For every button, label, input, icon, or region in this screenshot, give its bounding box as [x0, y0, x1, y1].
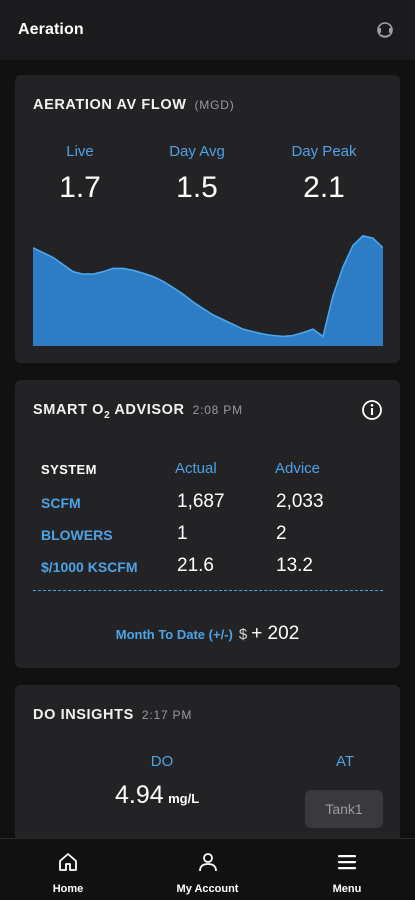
- stat-daypeak-value: 2.1: [303, 171, 345, 204]
- nav-home[interactable]: Home: [18, 839, 118, 900]
- row-scfm-label: SCFM: [41, 495, 81, 511]
- dashed-divider: [33, 590, 383, 591]
- do-reading: 4.94 mg/L: [115, 781, 199, 810]
- row-blowers-actual: 1: [177, 523, 188, 544]
- bottom-nav: Home My Account Menu: [0, 838, 415, 900]
- row-blowers-advice: 2: [276, 523, 287, 544]
- do-card-title: DO INSIGHTS 2:17 PM: [33, 707, 192, 723]
- row-scfm-advice: 2,033: [276, 491, 324, 512]
- month-to-date: Month To Date (+/-) $ + 202: [15, 623, 400, 645]
- nav-my-account[interactable]: My Account: [158, 839, 258, 900]
- stat-dayavg-value: 1.5: [176, 171, 218, 204]
- do-insights-card: DO INSIGHTS 2:17 PM DO AT 4.94 mg/L Tank1: [15, 685, 400, 838]
- hamburger-menu-icon: [336, 851, 358, 878]
- do-title-text: DO INSIGHTS: [33, 707, 134, 723]
- nav-home-label: Home: [52, 883, 84, 895]
- mtd-currency: $: [238, 626, 248, 643]
- flow-unit: (MGD): [194, 98, 235, 112]
- mtd-label: Month To Date (+/-): [115, 627, 233, 642]
- do-time: 2:17 PM: [141, 708, 193, 722]
- table-header-advice: Advice: [275, 460, 321, 477]
- row-blowers-label: BLOWERS: [41, 527, 113, 543]
- flow-card-title: AERATION AV FLOW (MGD): [33, 97, 235, 113]
- stat-daypeak-label: Day Peak: [291, 143, 357, 160]
- do-value: 4.94: [115, 781, 164, 809]
- nav-menu-label: Menu: [332, 883, 362, 895]
- mtd-value: + 202: [251, 623, 300, 644]
- advisor-title-prefix: SMART O: [33, 402, 105, 418]
- table-header-system: SYSTEM: [41, 462, 97, 477]
- table-header-actual: Actual: [175, 460, 217, 477]
- advisor-time: 2:08 PM: [192, 403, 243, 417]
- nav-account-label: My Account: [176, 883, 239, 895]
- flow-area-fill: [33, 235, 383, 346]
- stat-live-value: 1.7: [59, 171, 101, 204]
- advisor-title-suffix: ADVISOR: [110, 402, 185, 418]
- advisor-card-title: SMART O2 ADVISOR 2:08 PM: [33, 402, 243, 421]
- info-icon[interactable]: [361, 399, 383, 426]
- advisor-title-sub: 2: [104, 409, 111, 421]
- page-title: Aeration: [18, 21, 84, 38]
- flow-area-line: [32, 234, 384, 338]
- user-icon: [197, 851, 219, 878]
- top-bar: Aeration: [0, 0, 415, 60]
- row-cost-label: $/1000 KSCFM: [41, 559, 138, 575]
- advisor-card: SMART O2 ADVISOR 2:08 PM SYSTEM Actual Ad…: [15, 380, 400, 668]
- row-cost-advice: 13.2: [276, 555, 313, 576]
- at-column-label: AT: [335, 753, 355, 770]
- do-unit: mg/L: [168, 791, 200, 806]
- do-column-label: DO: [150, 753, 174, 770]
- stat-dayavg-label: Day Avg: [169, 143, 225, 160]
- stat-live-label: Live: [66, 143, 94, 160]
- scroll-content[interactable]: AERATION AV FLOW (MGD) Live Day Avg Day P…: [0, 60, 415, 838]
- row-scfm-actual: 1,687: [177, 491, 225, 512]
- flow-title-text: AERATION AV FLOW: [33, 97, 187, 113]
- flow-area-chart: [32, 231, 384, 346]
- tank-select-button[interactable]: Tank1: [305, 790, 383, 828]
- home-icon: [57, 851, 79, 878]
- headset-icon[interactable]: [373, 18, 397, 42]
- flow-card: AERATION AV FLOW (MGD) Live Day Avg Day P…: [15, 75, 400, 363]
- nav-menu[interactable]: Menu: [297, 839, 397, 900]
- row-cost-actual: 21.6: [177, 555, 214, 576]
